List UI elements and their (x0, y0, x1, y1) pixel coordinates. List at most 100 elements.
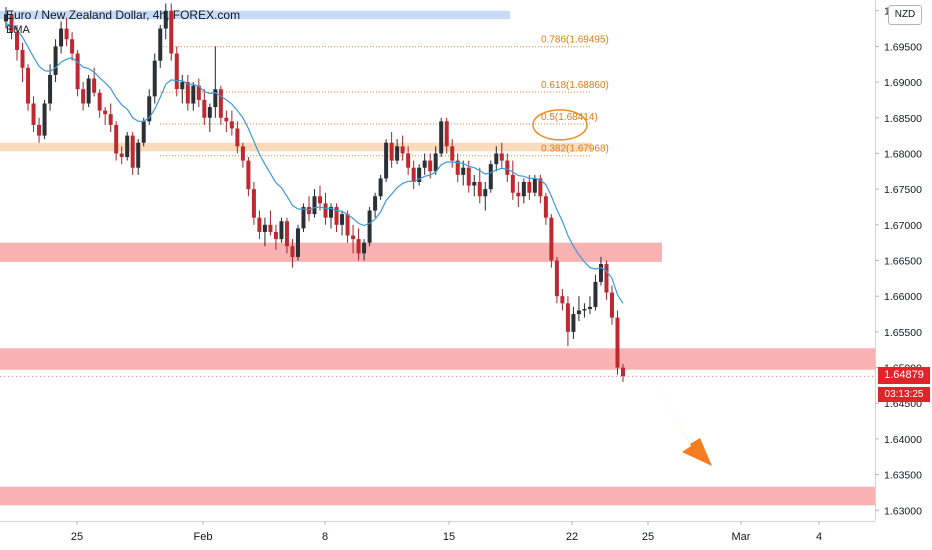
candle-body (543, 196, 548, 218)
y-tick-label: 1.68000 (884, 148, 922, 160)
candle-body (554, 260, 559, 297)
candle-body (59, 28, 64, 47)
candle-body (235, 128, 240, 147)
candle-body (290, 246, 295, 257)
candle-body (301, 206, 306, 229)
candle-body (488, 164, 493, 190)
candle-body (527, 181, 532, 193)
candle-body (433, 153, 438, 172)
zone-2[interactable] (0, 242, 662, 262)
candle-body (279, 221, 284, 240)
candle-body (466, 167, 471, 186)
candle-body (367, 210, 372, 243)
candle-body (257, 217, 262, 232)
candle-body (406, 153, 411, 168)
candle-body (329, 206, 334, 218)
zone-3[interactable] (0, 348, 875, 370)
down-arrow-icon (652, 376, 712, 466)
candle-body (262, 224, 267, 232)
candle-body (323, 203, 328, 218)
y-tick-label: 1.67000 (884, 220, 922, 232)
candle-body (598, 264, 603, 282)
candle-body (384, 142, 389, 179)
fib-label-2: 0.5(1.68414) (541, 112, 598, 123)
x-tick-label: 4 (816, 531, 822, 543)
candle-body (9, 14, 14, 33)
x-tick-label: Mar (732, 531, 751, 543)
candle-body (136, 142, 141, 168)
candle-body (185, 82, 190, 104)
candle-body (428, 160, 433, 172)
candle-body (229, 121, 234, 129)
candle-body (621, 367, 625, 377)
candle-body (70, 39, 75, 54)
candle-body (218, 89, 223, 118)
candle-body (472, 181, 477, 186)
currency-button[interactable]: NZD (888, 5, 922, 25)
candle-body (532, 178, 537, 193)
candle-body (130, 135, 135, 168)
candle-body (538, 178, 543, 197)
indicator-label[interactable]: EMA (6, 24, 30, 36)
last-price-badge: 1.64879 (878, 367, 930, 384)
candle-body (345, 214, 350, 236)
candle-body (395, 146, 400, 161)
candle-body (615, 317, 620, 368)
candle-body (593, 281, 598, 307)
candle-body (609, 292, 614, 318)
x-tick-label: 25 (71, 531, 83, 543)
x-tick-label: 25 (642, 531, 654, 543)
candle-body (582, 309, 587, 311)
candle-body (251, 189, 256, 218)
candle-body (483, 189, 488, 197)
candle-body (565, 303, 570, 332)
candle-body (119, 153, 124, 158)
candle-body (604, 264, 609, 293)
candle-body (125, 135, 130, 158)
countdown-badge: 03:13:25 (878, 387, 930, 402)
candle-body (284, 221, 289, 247)
annotations-layer (0, 109, 875, 466)
y-tick-label: 1.66500 (884, 256, 922, 268)
candle-body (174, 53, 179, 90)
y-tick-label: 1.64000 (884, 434, 922, 446)
candle-body (108, 114, 113, 125)
y-tick-label: 1.68500 (884, 113, 922, 125)
y-tick-label: 1.69500 (884, 41, 922, 53)
y-tick-label: 1.65500 (884, 327, 922, 339)
candle-body (373, 196, 378, 211)
zone-4[interactable] (0, 486, 875, 506)
zone-1[interactable] (0, 142, 592, 152)
candle-body (141, 121, 146, 143)
zone-0[interactable] (0, 10, 510, 20)
candle-body (158, 28, 163, 61)
candle-body (97, 92, 102, 111)
candle-body (571, 314, 576, 332)
time-axis[interactable]: 25 Feb 8 15 22 25 Mar 4 (0, 521, 932, 550)
candle-body (20, 49, 25, 68)
price-axis[interactable]: 1.700001.695001.690001.685001.680001.675… (875, 0, 932, 550)
candle-body (378, 178, 383, 197)
candle-body (42, 103, 47, 136)
candle-body (152, 60, 157, 97)
ema-line (5, 23, 624, 304)
fibonacci-layer: 0.786(1.69495) 0.618(1.68860) 0.5(1.68414)… (160, 35, 609, 157)
fib-label-3: 0.382(1.67968) (541, 144, 609, 155)
candle-body (362, 242, 367, 254)
candle-body (4, 14, 8, 22)
candle-body (202, 99, 207, 118)
candle-body (180, 82, 185, 90)
candle-body (26, 67, 31, 104)
candle-body (246, 160, 251, 190)
candle-body (351, 235, 356, 240)
ema-layer (5, 23, 624, 304)
candle-body (499, 153, 504, 161)
candle-body (318, 196, 323, 204)
y-tick-label: 1.63000 (884, 505, 922, 517)
candle-body (306, 206, 311, 215)
candle-body (103, 110, 108, 115)
candle-body (114, 124, 119, 154)
y-tick-label: 1.67500 (884, 184, 922, 196)
candle-body (48, 74, 53, 104)
